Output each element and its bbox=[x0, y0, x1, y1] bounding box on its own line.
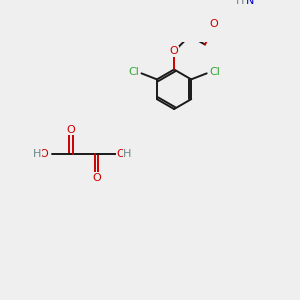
Text: H: H bbox=[236, 0, 244, 6]
Text: H: H bbox=[33, 149, 42, 159]
Text: O: O bbox=[170, 46, 178, 56]
Text: N: N bbox=[246, 0, 254, 6]
Text: H: H bbox=[123, 149, 132, 159]
Text: O: O bbox=[39, 149, 48, 159]
Text: O: O bbox=[209, 19, 218, 29]
Text: Cl: Cl bbox=[209, 67, 220, 76]
Text: O: O bbox=[67, 125, 75, 135]
Text: O: O bbox=[116, 149, 125, 159]
Text: O: O bbox=[92, 173, 101, 183]
Text: Cl: Cl bbox=[128, 67, 139, 76]
